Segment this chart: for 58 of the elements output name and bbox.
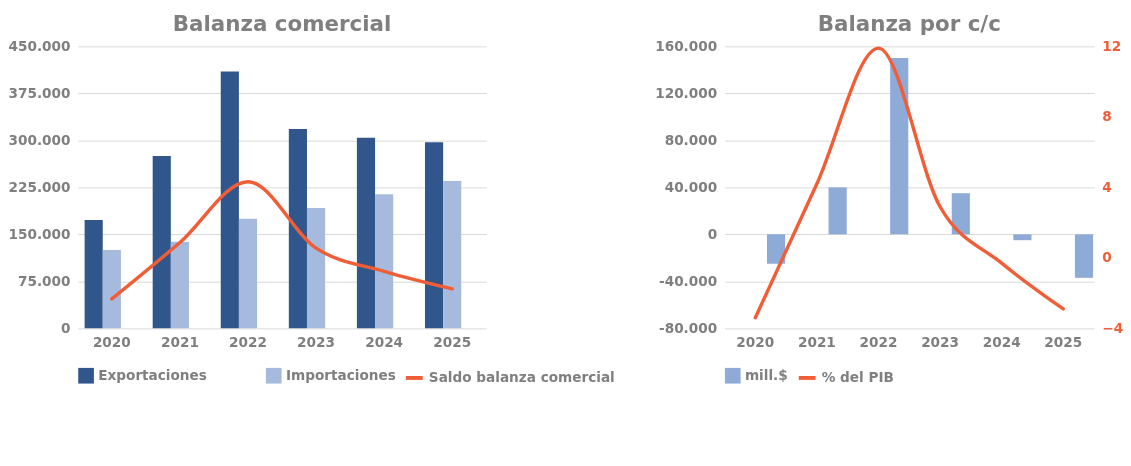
- x-tick-label: 2023: [297, 334, 335, 351]
- y-tick-label: 300.000: [8, 131, 71, 148]
- y2-tick-label: −4: [1102, 319, 1124, 336]
- legend-label: Importaciones: [285, 366, 396, 383]
- y-tick-label: 0: [61, 319, 71, 336]
- x-tick-label: 2022: [229, 334, 267, 351]
- y-tick-label: 150.000: [8, 225, 71, 242]
- x-tick-label: 2022: [859, 334, 898, 351]
- x-tick-label: 2020: [92, 334, 131, 351]
- legend-label: Saldo balanza comercial: [428, 368, 615, 385]
- bar: [238, 218, 258, 329]
- bar: [951, 193, 970, 235]
- x-tick-label: 2021: [160, 334, 199, 351]
- x-tick-label: 2021: [797, 334, 836, 351]
- y-tick-label: 40.000: [664, 178, 718, 195]
- y-tick-label: 0: [707, 225, 718, 242]
- x-tick-label: 2023: [921, 334, 960, 351]
- bar: [766, 234, 786, 264]
- bar: [375, 194, 394, 329]
- y-tick-label: 120.000: [655, 84, 718, 101]
- bar: [1013, 234, 1032, 241]
- bar: [220, 71, 239, 329]
- y-tick-label: 450.000: [8, 37, 71, 54]
- line-series: [753, 46, 1065, 320]
- x-tick-label: 2025: [433, 334, 472, 351]
- y2-tick-label: 12: [1102, 37, 1122, 54]
- x-tick-label: 2025: [1044, 334, 1083, 351]
- legend-label: mill.$: [744, 366, 788, 383]
- bar: [1074, 234, 1094, 278]
- x-tick-label: 2020: [736, 334, 775, 351]
- bar: [288, 129, 307, 329]
- bar: [356, 137, 376, 329]
- y-tick-label: 375.000: [8, 84, 71, 101]
- y-tick-label: -40.000: [659, 272, 718, 289]
- bar: [84, 219, 103, 329]
- x-tick-label: 2024: [365, 334, 404, 351]
- bar: [152, 156, 171, 329]
- y2-tick-label: 8: [1102, 108, 1112, 125]
- y-tick-label: 225.000: [8, 178, 71, 195]
- legend-label: % del PIB: [821, 368, 894, 385]
- y-tick-label: 80.000: [664, 131, 718, 148]
- y-tick-label: 160.000: [655, 37, 718, 54]
- legend-label: Exportaciones: [98, 366, 207, 383]
- bar: [306, 208, 326, 329]
- y-tick-label: -80.000: [659, 319, 718, 336]
- chart-title: Balanza por c/c: [817, 10, 1001, 36]
- bar: [424, 142, 444, 329]
- bar: [102, 250, 121, 329]
- y2-tick-label: 0: [1102, 249, 1112, 266]
- bar: [170, 241, 189, 329]
- chart-title: Balanza comercial: [172, 10, 392, 36]
- bar: [443, 181, 462, 329]
- y-tick-label: 75.000: [17, 272, 71, 289]
- x-tick-label: 2024: [982, 334, 1021, 351]
- y2-tick-label: 4: [1102, 178, 1112, 195]
- line-series: [110, 180, 454, 301]
- bar: [828, 187, 847, 235]
- bar: [890, 58, 909, 235]
